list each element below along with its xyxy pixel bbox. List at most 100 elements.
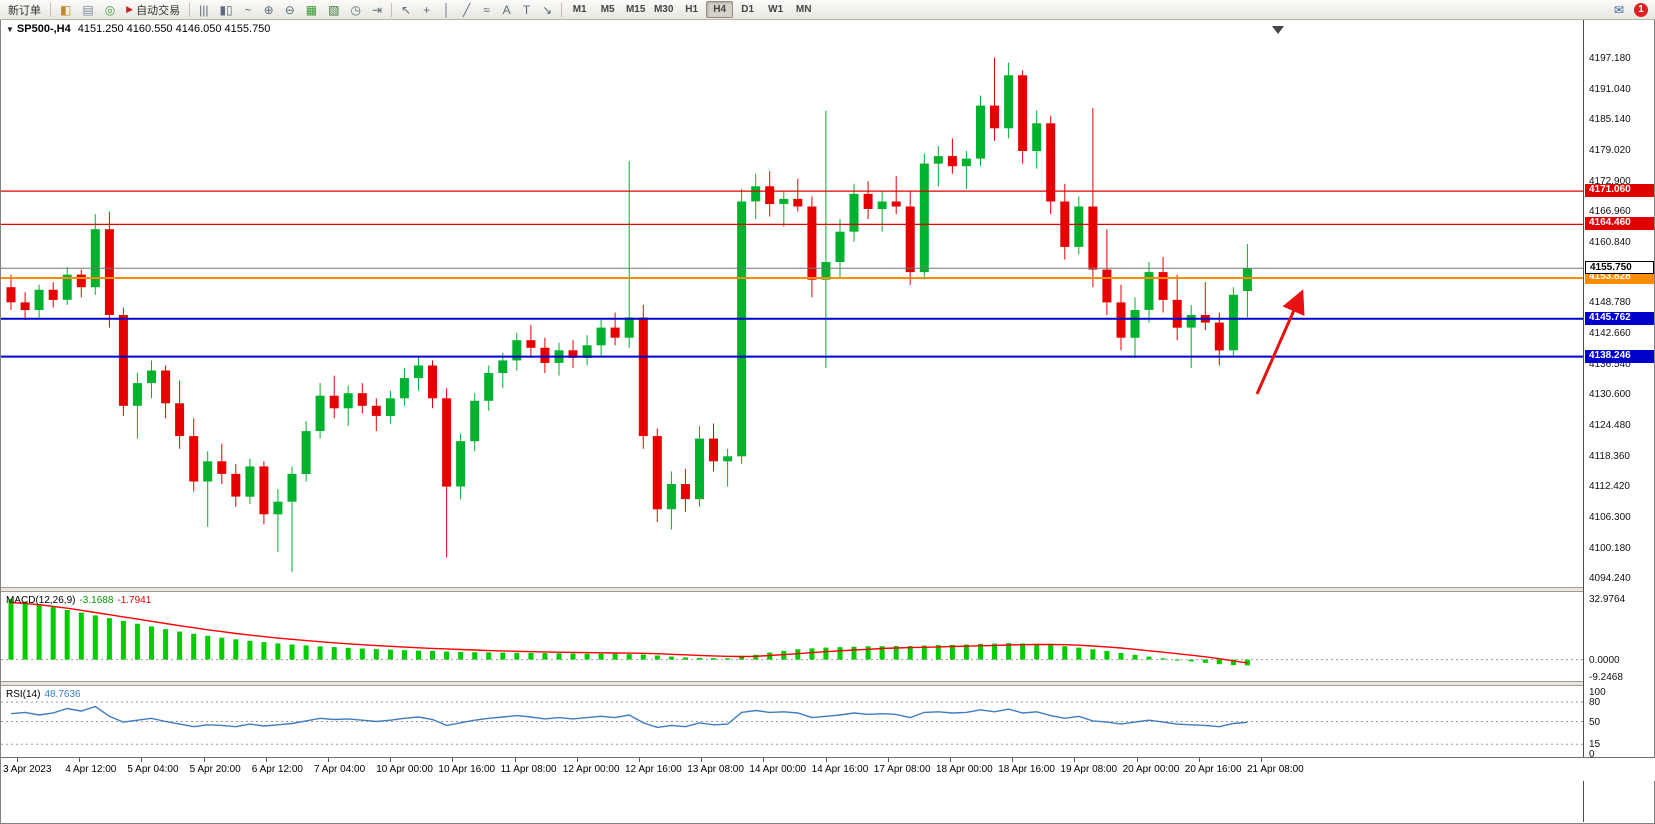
trend-arrow-annotation[interactable] bbox=[1255, 289, 1305, 395]
macd-histogram-bar bbox=[1104, 651, 1110, 660]
candlestick-chart-icon[interactable]: ▮▯ bbox=[219, 2, 233, 17]
zoom-out-icon[interactable]: ⊖ bbox=[284, 2, 295, 17]
macd-histogram-bar bbox=[570, 653, 576, 660]
pane-splitter[interactable] bbox=[1, 587, 1654, 592]
candle-body bbox=[104, 229, 114, 315]
timeframe-mn-button[interactable]: MN bbox=[795, 4, 812, 15]
price-chart-svg[interactable] bbox=[1, 20, 1583, 822]
pane-splitter[interactable] bbox=[1, 681, 1654, 686]
macd-histogram-bar bbox=[893, 646, 899, 660]
macd-histogram-bar bbox=[134, 623, 140, 660]
macd-histogram-bar bbox=[879, 646, 885, 660]
candle-body bbox=[961, 158, 971, 167]
price-axis[interactable]: 4197.180 4191.040 4185.140 4179.020 4172.900… bbox=[1583, 20, 1654, 822]
macd-histogram-bar bbox=[359, 648, 365, 660]
time-tick bbox=[639, 758, 640, 762]
candle-body bbox=[287, 473, 297, 502]
time-tick bbox=[576, 758, 578, 762]
candle-body bbox=[484, 373, 494, 401]
profiles-icon[interactable]: ▤ bbox=[82, 2, 94, 17]
timeframe-m1-button[interactable]: M1 bbox=[572, 4, 587, 15]
macd-histogram-bar bbox=[795, 649, 801, 660]
timeframe-m15-button[interactable]: M15 bbox=[625, 4, 646, 15]
price-level-label[interactable]: 4145.762 bbox=[1585, 311, 1654, 325]
collapse-icon[interactable]: ▼ bbox=[6, 25, 14, 34]
time-label: 21 Apr 08:00 bbox=[1247, 764, 1304, 775]
label-icon[interactable]: T bbox=[522, 2, 531, 17]
macd-histogram-bar bbox=[584, 653, 590, 660]
rsi-indicator-label: RSI(14) 48.7636 bbox=[6, 689, 81, 700]
vertical-line-icon[interactable]: │ bbox=[442, 2, 451, 17]
time-tick bbox=[1136, 758, 1138, 762]
tile-windows-icon[interactable]: ▦ bbox=[305, 2, 318, 17]
timeframe-w1-button[interactable]: W1 bbox=[768, 4, 784, 15]
time-axis[interactable]: 3 Apr 2023 4 Apr 12:00 5 Apr 04:00 5 Apr 20… bbox=[1, 757, 1655, 781]
candle-body bbox=[596, 327, 606, 346]
macd-histogram-bar bbox=[1202, 659, 1208, 663]
symbol-period-label: SP500-,H4 bbox=[16, 23, 71, 35]
chart-plot-area[interactable]: ▼ SP500-,H4 4151.250 4160.550 4146.050 415… bbox=[1, 20, 1583, 822]
news-icon[interactable]: ✉ bbox=[1613, 2, 1624, 17]
time-label: 12 Apr 16:00 bbox=[625, 764, 682, 775]
new-order-button[interactable]: 新订单 bbox=[8, 4, 41, 17]
time-tick bbox=[514, 758, 516, 762]
time-label: 5 Apr 20:00 bbox=[189, 764, 241, 775]
period-icon[interactable]: ◷ bbox=[350, 2, 361, 17]
price-tick: 4136.540 bbox=[1589, 359, 1631, 371]
timeframe-m5-button[interactable]: M5 bbox=[600, 4, 615, 15]
price-level-label[interactable]: 4138.246 bbox=[1585, 349, 1654, 363]
crosshair-icon[interactable]: + bbox=[423, 2, 431, 17]
candle-body bbox=[638, 317, 648, 437]
price-tick: 4124.480 bbox=[1589, 420, 1631, 432]
navigator-icon[interactable]: ◎ bbox=[104, 2, 116, 17]
candle-body bbox=[498, 360, 508, 373]
cursor-icon[interactable]: ↖ bbox=[401, 2, 412, 17]
chart-shift-icon[interactable]: ⇥ bbox=[371, 2, 383, 17]
time-label: 10 Apr 16:00 bbox=[438, 764, 496, 775]
candle-body bbox=[990, 105, 999, 129]
candle-body bbox=[1214, 322, 1224, 351]
macd-histogram-bar bbox=[865, 646, 871, 660]
candle-body bbox=[751, 186, 761, 202]
time-label: 6 Apr 12:00 bbox=[251, 764, 303, 775]
macd-histogram-bar bbox=[725, 658, 731, 660]
macd-histogram-bar bbox=[219, 637, 225, 660]
price-level-label[interactable]: 4164.460 bbox=[1585, 217, 1654, 231]
timeframe-m30-button[interactable]: M30 bbox=[653, 4, 674, 15]
timeframe-h1-button[interactable]: H1 bbox=[685, 4, 699, 15]
candle-body bbox=[666, 484, 676, 510]
macd-histogram-bar bbox=[345, 647, 351, 660]
candle-body bbox=[414, 365, 423, 379]
timeframe-h4-button[interactable]: H4 bbox=[706, 1, 734, 18]
macd-name: MACD(12,26,9) bbox=[6, 595, 76, 606]
time-label: 13 Apr 08:00 bbox=[687, 764, 744, 775]
rsi-scale-tick: 100 bbox=[1589, 687, 1606, 698]
macd-histogram-bar bbox=[177, 631, 183, 660]
fibonacci-icon[interactable]: ≈ bbox=[483, 2, 490, 17]
market-watch-icon[interactable]: ◧ bbox=[60, 2, 72, 17]
text-icon[interactable]: A bbox=[502, 2, 511, 17]
candle-body bbox=[976, 105, 985, 159]
trendline-icon[interactable]: ╱ bbox=[462, 2, 471, 17]
price-level-label[interactable]: 4171.060 bbox=[1585, 184, 1654, 198]
candle-body bbox=[90, 229, 100, 288]
timeframe-d1-button[interactable]: D1 bbox=[741, 4, 755, 15]
macd-histogram-bar bbox=[921, 645, 927, 660]
bars-chart-icon[interactable]: ||| bbox=[199, 2, 209, 17]
new-chart-icon[interactable]: ▧ bbox=[328, 2, 340, 17]
candle-body bbox=[779, 198, 789, 204]
line-chart-icon[interactable]: ~ bbox=[244, 2, 252, 17]
chart-shift-marker[interactable] bbox=[1272, 26, 1284, 34]
rsi-scale-tick: 50 bbox=[1589, 716, 1601, 728]
macd-histogram-bar bbox=[1048, 644, 1054, 660]
notification-badge[interactable]: 1 bbox=[1634, 2, 1648, 17]
candle-body bbox=[821, 262, 831, 280]
zoom-in-icon[interactable]: ⊕ bbox=[263, 2, 274, 17]
candle-body bbox=[919, 163, 929, 273]
macd-histogram-bar bbox=[556, 653, 562, 660]
candle-body bbox=[1130, 310, 1140, 338]
autotrading-button[interactable]: ▶ 自动交易 bbox=[121, 1, 185, 18]
candle-body bbox=[1018, 75, 1028, 151]
macd-indicator-label: MACD(12,26,9) -3.1688 -1.7941 bbox=[6, 595, 151, 606]
arrows-icon[interactable]: ↘ bbox=[542, 2, 553, 17]
